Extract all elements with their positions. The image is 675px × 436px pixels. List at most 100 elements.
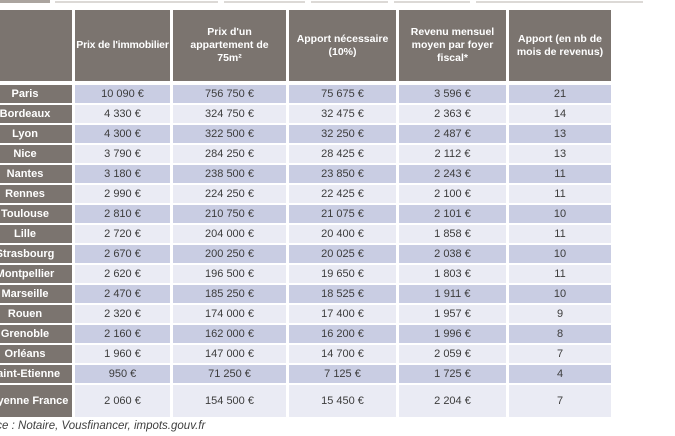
cell-apartment-price: 154 500 € (173, 385, 289, 419)
row-bordeaux: Bordeaux 4 330 € 324 750 € 32 475 € 2 36… (0, 105, 611, 125)
row-moyenne-france: Moyenne France 2 060 € 154 500 € 15 450 … (0, 385, 611, 419)
city-label: Orléans (0, 345, 75, 365)
cell-apartment-price: 174 000 € (173, 305, 289, 325)
cell-apartment-price: 196 500 € (173, 265, 289, 285)
cell-months: 11 (509, 165, 611, 185)
cell-price-per-m2: 2 060 € (75, 385, 173, 419)
cell-deposit: 17 400 € (289, 305, 399, 325)
row-montpellier: Montpellier 2 620 € 196 500 € 19 650 € 1… (0, 265, 611, 285)
cell-months: 10 (509, 205, 611, 225)
cell-deposit: 18 525 € (289, 285, 399, 305)
cell-deposit: 15 450 € (289, 385, 399, 419)
cell-months: 7 (509, 385, 611, 419)
col-header-price-per-m2: Prix de l'immobilier (75, 10, 173, 85)
cell-price-per-m2: 950 € (75, 365, 173, 385)
row-rouen: Rouen 2 320 € 174 000 € 17 400 € 1 957 €… (0, 305, 611, 325)
cell-deposit: 20 400 € (289, 225, 399, 245)
cell-apartment-price: 204 000 € (173, 225, 289, 245)
cell-apartment-price: 224 250 € (173, 185, 289, 205)
cell-months: 11 (509, 225, 611, 245)
city-label: Bordeaux (0, 105, 75, 125)
table-header: Prix de l'immobilier Prix d'un apparteme… (0, 10, 611, 85)
city-label: Saint-Etienne (0, 365, 75, 385)
row-lille: Lille 2 720 € 204 000 € 20 400 € 1 858 €… (0, 225, 611, 245)
cell-price-per-m2: 2 990 € (75, 185, 173, 205)
cell-deposit: 32 475 € (289, 105, 399, 125)
row-saint-etienne: Saint-Etienne 950 € 71 250 € 7 125 € 1 7… (0, 365, 611, 385)
cell-deposit: 28 425 € (289, 145, 399, 165)
cell-deposit: 14 700 € (289, 345, 399, 365)
cell-deposit: 22 425 € (289, 185, 399, 205)
city-label: Nantes (0, 165, 75, 185)
cell-months: 11 (509, 265, 611, 285)
city-label: Montpellier (0, 265, 75, 285)
cell-deposit: 20 025 € (289, 245, 399, 265)
cell-income: 2 243 € (399, 165, 509, 185)
real-estate-table-container: Prix de l'immobilier Prix d'un apparteme… (0, 10, 611, 419)
cell-apartment-price: 238 500 € (173, 165, 289, 185)
cell-deposit: 75 675 € (289, 85, 399, 105)
cell-apartment-price: 200 250 € (173, 245, 289, 265)
cell-price-per-m2: 3 790 € (75, 145, 173, 165)
row-marseille: Marseille 2 470 € 185 250 € 18 525 € 1 9… (0, 285, 611, 305)
cell-price-per-m2: 4 330 € (75, 105, 173, 125)
cell-months: 4 (509, 365, 611, 385)
cell-apartment-price: 147 000 € (173, 345, 289, 365)
city-label: Lyon (0, 125, 75, 145)
row-nice: Nice 3 790 € 284 250 € 28 425 € 2 112 € … (0, 145, 611, 165)
row-orleans: Orléans 1 960 € 147 000 € 14 700 € 2 059… (0, 345, 611, 365)
cell-income: 1 957 € (399, 305, 509, 325)
cell-deposit: 21 075 € (289, 205, 399, 225)
cell-deposit: 23 850 € (289, 165, 399, 185)
cell-months: 13 (509, 145, 611, 165)
cell-income: 2 038 € (399, 245, 509, 265)
cell-price-per-m2: 2 810 € (75, 205, 173, 225)
cell-price-per-m2: 2 670 € (75, 245, 173, 265)
cell-price-per-m2: 4 300 € (75, 125, 173, 145)
cell-income: 2 101 € (399, 205, 509, 225)
cell-price-per-m2: 2 160 € (75, 325, 173, 345)
cell-months: 10 (509, 245, 611, 265)
cell-deposit: 7 125 € (289, 365, 399, 385)
col-header-deposit: Apport nécessaire (10%) (289, 10, 399, 85)
cell-income: 2 112 € (399, 145, 509, 165)
cell-months: 8 (509, 325, 611, 345)
city-label: Nice (0, 145, 75, 165)
cell-income: 3 596 € (399, 85, 509, 105)
row-rennes: Rennes 2 990 € 224 250 € 22 425 € 2 100 … (0, 185, 611, 205)
cell-apartment-price: 210 750 € (173, 205, 289, 225)
crop-artifact-line (476, 1, 643, 3)
cell-months: 21 (509, 85, 611, 105)
city-label: Toulouse (0, 205, 75, 225)
cell-price-per-m2: 10 090 € (75, 85, 173, 105)
cell-deposit: 16 200 € (289, 325, 399, 345)
cell-months: 10 (509, 285, 611, 305)
cell-apartment-price: 284 250 € (173, 145, 289, 165)
col-header-income: Revenu mensuel moyen par foyer fiscal* (399, 10, 509, 85)
cell-income: 1 858 € (399, 225, 509, 245)
row-toulouse: Toulouse 2 810 € 210 750 € 21 075 € 2 10… (0, 205, 611, 225)
cell-apartment-price: 322 500 € (173, 125, 289, 145)
source-caption: Source : Notaire, Vousfinancer, impots.g… (0, 420, 206, 432)
city-label: Marseille (0, 285, 75, 305)
crop-artifact-line (311, 1, 388, 3)
crop-artifact-line (55, 1, 218, 3)
city-label: Strasbourg (0, 245, 75, 265)
crop-artifact-line (224, 1, 305, 3)
row-strasbourg: Strasbourg 2 670 € 200 250 € 20 025 € 2 … (0, 245, 611, 265)
row-paris: Paris 10 090 € 756 750 € 75 675 € 3 596 … (0, 85, 611, 105)
col-header-apartment-price: Prix d'un appartement de 75m² (173, 10, 289, 85)
col-header-city (0, 10, 75, 85)
cell-months: 9 (509, 305, 611, 325)
city-label: Grenoble (0, 325, 75, 345)
cell-income: 1 803 € (399, 265, 509, 285)
cell-income: 1 725 € (399, 365, 509, 385)
cell-apartment-price: 162 000 € (173, 325, 289, 345)
cell-income: 2 204 € (399, 385, 509, 419)
cell-months: 11 (509, 185, 611, 205)
cell-income: 1 996 € (399, 325, 509, 345)
city-label: Lille (0, 225, 75, 245)
table-body: Paris 10 090 € 756 750 € 75 675 € 3 596 … (0, 85, 611, 419)
cell-apartment-price: 71 250 € (173, 365, 289, 385)
